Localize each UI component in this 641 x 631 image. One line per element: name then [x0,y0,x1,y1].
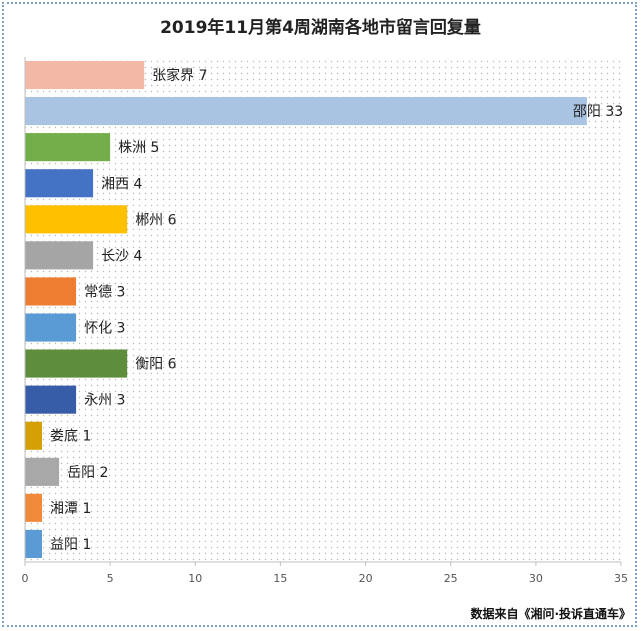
bar-label-3: 株洲 5 [118,140,159,156]
bar-1 [25,61,145,90]
bar-5 [25,205,128,234]
bar-11 [25,421,42,450]
bar-13 [25,493,42,522]
source-note: 数据来自《湘问·投诉直通车》 [470,607,631,621]
x-tick-label-4: 15 [273,572,287,585]
bar-12 [25,457,60,486]
bar-label-12: 岳阳 2 [67,465,108,481]
bar-label-2: 邵阳 33 [573,104,623,120]
bar-8 [25,313,77,342]
bar-2 [25,97,587,126]
bar-4 [25,169,94,198]
bar-label-1: 张家界 7 [152,67,207,84]
bar-label-5: 郴州 6 [135,212,176,228]
x-tick-label-8: 35 [614,572,628,585]
plot-area [25,57,621,562]
bar-label-7: 常德 3 [84,285,125,301]
bar-6 [25,241,94,270]
x-tick-label-7: 30 [529,572,543,585]
bar-3 [25,133,111,162]
bar-9 [25,349,128,378]
bar-label-9: 衡阳 6 [135,357,176,373]
chart-title: 2019年11月第4周湖南各地市留言回复量 [160,18,481,38]
bar-label-11: 娄底 1 [50,429,91,445]
x-tick-label-3: 10 [188,572,202,585]
bar-label-10: 永州 3 [84,393,125,409]
bar-label-14: 益阳 1 [50,537,91,553]
bar-label-13: 湘潭 1 [50,500,91,517]
x-tick-label-2: 5 [107,572,114,585]
x-tick-label-6: 25 [444,572,458,585]
bar-7 [25,277,77,306]
bar-10 [25,385,77,414]
x-tick-label-5: 20 [359,572,373,585]
bar-label-8: 怀化 3 [84,321,125,337]
x-tick-label-1: 0 [22,572,29,585]
bar-label-6: 长沙 4 [101,248,142,264]
bar-14 [25,529,42,558]
bar-label-4: 湘西 4 [101,176,142,192]
